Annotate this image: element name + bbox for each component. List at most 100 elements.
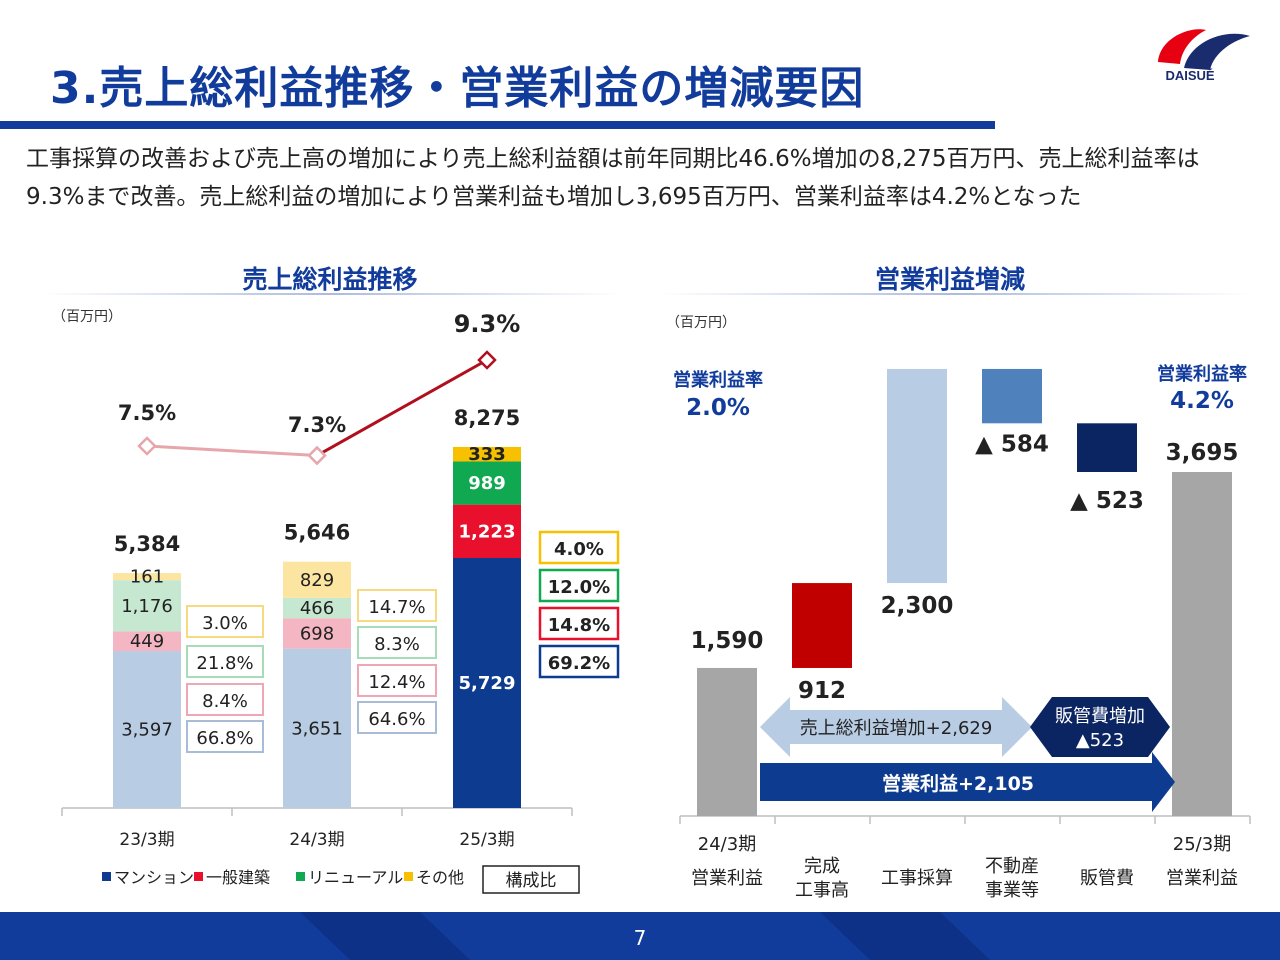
waterfall-value-label: 1,590 <box>691 628 764 654</box>
composition-label: 64.6% <box>368 709 425 730</box>
page-number: 7 <box>633 926 647 950</box>
waterfall-bar <box>792 583 852 668</box>
bar-value-label: 829 <box>300 570 334 591</box>
x-tick-label: 販管費 <box>1080 868 1134 889</box>
legend-composition-label: 構成比 <box>506 871 557 891</box>
bar-segment <box>113 651 181 808</box>
sga-arrow-label: ▲523 <box>1076 730 1124 751</box>
margin-rate-value: 2.0% <box>686 395 750 421</box>
bar-value-label: 989 <box>468 473 506 494</box>
composition-box <box>538 568 620 603</box>
page-title: 3.売上総利益推移・営業利益の増減要因 <box>50 63 865 114</box>
bar-value-label: 449 <box>130 631 164 652</box>
margin-rate-point <box>307 445 327 466</box>
legend-label: 一般建築 <box>206 868 270 887</box>
gross-profit-arrow <box>760 697 1032 757</box>
composition-box <box>357 701 437 734</box>
composition-label: 12.0% <box>548 577 610 598</box>
waterfall-bar <box>697 667 757 816</box>
bar-total-label: 5,646 <box>284 521 350 545</box>
footer-bar <box>0 912 1280 960</box>
bar-value-label: 333 <box>468 444 506 465</box>
composition-box <box>357 664 437 697</box>
composition-box <box>186 645 264 678</box>
operating-profit-arrow-label: 営業利益+2,105 <box>882 772 1034 795</box>
right-chart-title: 営業利益増減 <box>874 265 1025 294</box>
sga-arrow-label: 販管費増加 <box>1055 706 1145 727</box>
bar-value-label: 1,223 <box>459 521 516 542</box>
bar-segment <box>453 558 521 808</box>
bar-segment <box>283 618 351 649</box>
margin-rate-point <box>477 350 497 370</box>
composition-box <box>538 530 620 565</box>
bar-segment <box>113 631 181 652</box>
right-unit-label: （百万円） <box>666 315 736 331</box>
waterfall-value-label: 2,300 <box>881 593 954 619</box>
logo-navy-swoosh <box>1184 33 1250 70</box>
bar-value-label: 161 <box>130 567 164 588</box>
x-tick-label: 工事採算 <box>881 868 953 889</box>
logo-red-swoosh <box>1158 29 1206 64</box>
legend-swatch <box>296 872 305 881</box>
sga-arrow <box>1030 697 1170 757</box>
composition-label: 8.4% <box>202 691 248 712</box>
margin-rate-point <box>137 436 157 456</box>
waterfall-value-label: ▲ 523 <box>1070 488 1144 514</box>
legend-label: マンション <box>114 868 194 887</box>
waterfall-value-label: ▲ 584 <box>975 431 1049 457</box>
composition-box <box>538 606 620 641</box>
x-tick-label: 24/3期 <box>289 830 344 850</box>
logo-text: DAISUÉ <box>1165 68 1215 83</box>
operating-profit-waterfall: 1,590 912 2,300 ▲ 584 ▲ 523 3,695 営業利益率 2.0% 営業利… <box>673 363 1251 901</box>
composition-box <box>186 720 264 753</box>
x-tick-label: 事業等 <box>985 880 1039 901</box>
gross-profit-arrow-label: 売上総利益増加+2,629 <box>800 718 993 739</box>
bar-total-label: 5,384 <box>114 532 180 556</box>
bar-segment <box>453 446 521 462</box>
margin-rate-caption: 営業利益率 <box>673 369 763 391</box>
summary-text: 工事採算の改善および売上高の増加により売上総利益額は前年同期比46.6%増加の8… <box>26 146 1200 210</box>
bar-value-label: 3,651 <box>291 718 343 739</box>
legend-label: リニューアル <box>308 868 403 887</box>
bar-segment <box>283 648 351 808</box>
composition-label: 3.0% <box>202 613 248 634</box>
composition-box <box>357 589 437 622</box>
bar-value-label: 1,176 <box>121 596 173 617</box>
bar-segment <box>283 561 351 598</box>
bar-segment <box>113 573 181 581</box>
x-tick-label: 25/3期 <box>1173 834 1231 855</box>
composition-label: 12.4% <box>368 672 425 693</box>
waterfall-bar <box>1172 472 1232 816</box>
legend-composition-box <box>482 865 580 894</box>
margin-rate-label: 7.5% <box>118 401 176 425</box>
right-chart-title-rule <box>660 293 1250 295</box>
bar-segment <box>113 580 181 632</box>
composition-label: 66.8% <box>196 728 253 749</box>
margin-rate-label: 7.3% <box>288 413 346 437</box>
x-tick-label: 24/3期 <box>698 834 756 855</box>
x-tick-label: 完成 <box>804 856 840 877</box>
bar-total-label: 8,275 <box>454 406 520 430</box>
waterfall-bar <box>982 368 1042 424</box>
legend-swatch <box>194 872 203 881</box>
bar-value-label: 698 <box>300 623 334 644</box>
x-tick-label: 工事高 <box>795 880 849 901</box>
legend-label: その他 <box>416 868 464 887</box>
margin-rate-caption: 営業利益率 <box>1157 363 1247 385</box>
margin-rate-label: 9.3% <box>454 310 521 338</box>
title-underline <box>0 121 995 129</box>
bar-segment <box>453 461 521 505</box>
legend-swatch <box>102 872 111 881</box>
composition-label: 8.3% <box>374 634 420 655</box>
composition-box <box>186 605 264 638</box>
composition-label: 4.0% <box>554 539 604 560</box>
left-chart-title: 売上総利益推移 <box>242 265 418 294</box>
composition-box <box>357 626 437 659</box>
left-chart-title-rule <box>40 293 620 295</box>
waterfall-bar <box>887 368 947 584</box>
waterfall-value-label: 3,695 <box>1166 440 1239 466</box>
x-tick-label: 営業利益 <box>691 868 763 889</box>
composition-label: 14.7% <box>368 597 425 618</box>
composition-label: 69.2% <box>548 653 610 674</box>
bar-segment <box>283 597 351 619</box>
